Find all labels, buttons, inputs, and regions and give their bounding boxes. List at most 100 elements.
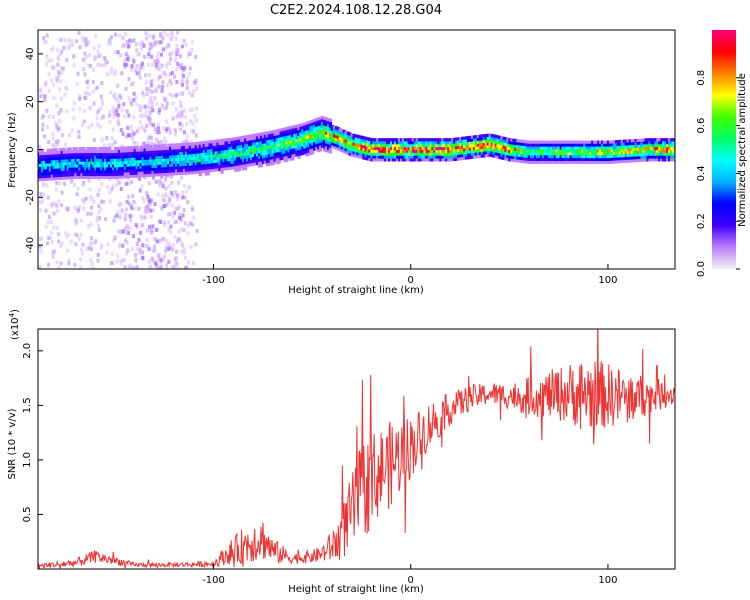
spectrogram-cell	[139, 148, 143, 152]
spectrogram-cell	[628, 139, 632, 143]
spectrogram-cell	[490, 145, 494, 149]
spectrogram-cell	[295, 127, 299, 131]
spectrogram-y-tick-label: -20	[25, 189, 36, 205]
spectrogram-cell	[480, 142, 484, 147]
spectrogram-cell	[577, 146, 581, 150]
spectrogram-cell	[163, 149, 167, 153]
spectrogram-cell	[553, 143, 557, 147]
spectrogram-cell	[153, 167, 157, 171]
spectrogram-cell	[342, 132, 346, 136]
spectrogram-cell	[384, 143, 388, 148]
spectrogram-cell	[145, 156, 149, 160]
spectrogram-noise-cell	[116, 254, 120, 259]
spectrogram-cell	[315, 138, 319, 142]
spectrogram-cell	[326, 129, 331, 133]
spectrogram-cell	[549, 160, 553, 164]
spectrogram-cell	[601, 140, 605, 144]
spectrogram-cell	[291, 145, 295, 149]
spectrogram-cell	[291, 134, 295, 138]
spectrogram-cell	[64, 167, 68, 171]
spectrogram-cell	[137, 151, 141, 155]
spectrogram-cell	[139, 174, 143, 178]
spectrogram-cell	[472, 152, 477, 156]
spectrogram-noise-cell	[178, 53, 182, 58]
spectrogram-noise-cell	[183, 183, 187, 188]
spectrogram-cell	[512, 138, 516, 142]
spectrogram-cell	[435, 146, 439, 151]
spectrogram-cell	[70, 173, 74, 177]
spectrogram-cell	[344, 136, 348, 140]
spectrogram-noise-cell	[75, 233, 79, 238]
spectrogram-cell	[437, 146, 441, 151]
spectrogram-cell	[575, 152, 579, 156]
spectrogram-cell	[324, 137, 329, 141]
spectrogram-cell	[320, 118, 325, 123]
spectrogram-cell	[393, 149, 398, 153]
spectrogram-cell	[230, 137, 234, 141]
spectrogram-cell	[167, 166, 171, 170]
spectrogram-cell	[559, 146, 563, 150]
spectrogram-cell	[364, 136, 368, 140]
spectrogram-noise-cell	[183, 115, 187, 120]
spectrogram-cell	[100, 164, 104, 168]
spectrogram-noise-cell	[97, 187, 101, 192]
spectrogram-cell	[104, 164, 108, 168]
spectrogram-cell	[200, 155, 204, 159]
spectrogram-cell	[476, 134, 480, 139]
spectrogram-cell	[573, 146, 577, 150]
spectrogram-cell	[42, 151, 47, 156]
spectrogram-cell	[415, 158, 419, 162]
spectrogram-cell	[435, 155, 439, 159]
spectrogram-cell	[275, 152, 279, 156]
spectrogram-cell	[342, 149, 346, 154]
spectrogram-cell	[309, 143, 313, 147]
spectrogram-cell	[362, 136, 366, 140]
spectrogram-cell	[216, 150, 220, 155]
spectrogram-noise-cell	[88, 92, 92, 97]
spectrogram-cell	[42, 174, 47, 179]
spectrogram-cell	[514, 150, 518, 154]
spectrogram-noise-cell	[43, 98, 47, 103]
spectrogram-cell	[435, 149, 439, 153]
spectrogram-cell	[96, 158, 100, 162]
spectrogram-noise-cell	[104, 59, 108, 64]
spectrogram-cell	[468, 155, 473, 160]
spectrogram-noise-cell	[174, 36, 178, 41]
spectrogram-cell	[102, 149, 106, 154]
spectrogram-cell	[575, 160, 579, 164]
spectrogram-cell	[413, 138, 417, 142]
spectrogram-cell	[251, 145, 256, 149]
spectrogram-cell	[184, 162, 189, 167]
spectrogram-cell	[263, 134, 267, 138]
spectrogram-noise-cell	[109, 90, 113, 95]
spectrogram-cell	[263, 160, 267, 164]
spectrogram-cell	[297, 126, 301, 131]
spectrogram-cell	[226, 149, 230, 153]
spectrogram-cell	[324, 120, 329, 124]
spectrogram-cell	[559, 160, 563, 164]
spectrogram-noise-cell	[167, 126, 171, 131]
spectrogram-cell	[230, 149, 234, 153]
spectrogram-cell	[230, 157, 234, 161]
spectrogram-cell	[86, 169, 90, 174]
spectrogram-noise-cell	[125, 109, 129, 114]
spectrogram-cell	[66, 156, 70, 160]
spectrogram-noise-cell	[141, 243, 145, 248]
spectrogram-cell	[171, 163, 175, 167]
spectrogram-cell	[242, 167, 246, 171]
spectrogram-cell	[397, 141, 402, 145]
spectrogram-cell	[672, 155, 675, 159]
spectrogram-cell	[320, 124, 325, 128]
spectrogram-noise-cell	[47, 262, 51, 267]
spectrogram-noise-cell	[186, 231, 190, 236]
spectrogram-cell	[178, 168, 183, 173]
spectrogram-cell	[419, 146, 423, 151]
spectrogram-cell	[482, 145, 486, 149]
spectrogram-cell	[80, 149, 84, 154]
spectrogram-noise-cell	[38, 145, 42, 150]
spectrogram-cell	[595, 146, 599, 150]
spectrogram-cell	[275, 160, 279, 165]
spectrogram-cell	[356, 134, 360, 139]
figure-title: C2E2.2024.108.12.28.G04	[270, 3, 442, 18]
spectrogram-cell	[147, 153, 151, 157]
